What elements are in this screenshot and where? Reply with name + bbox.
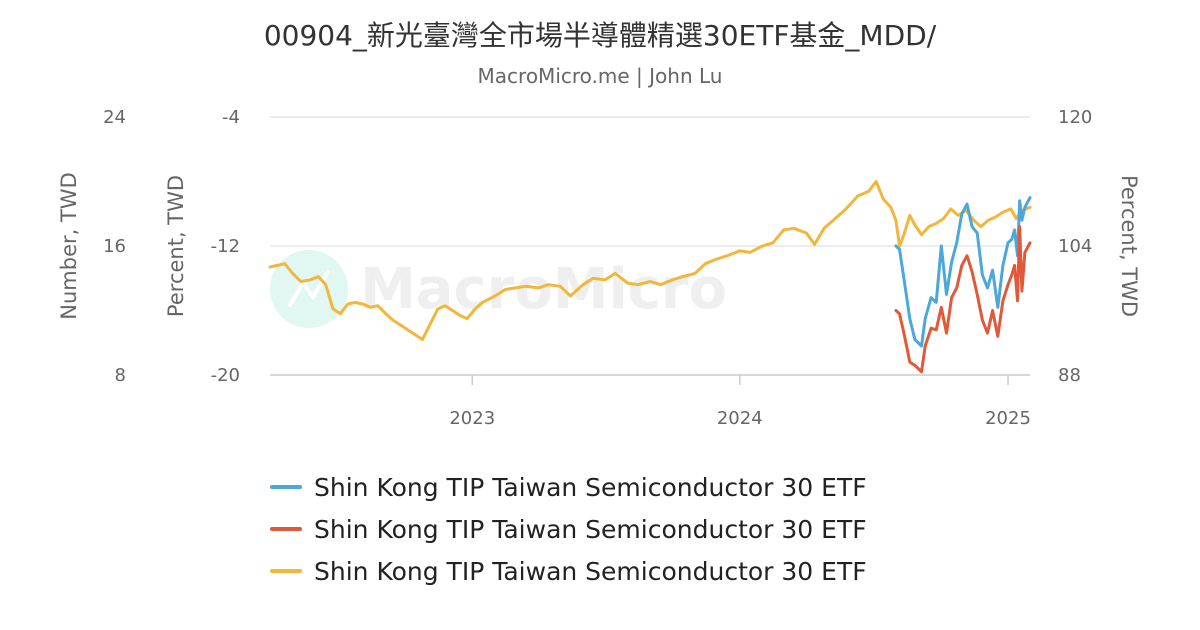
watermark: MacroMicro [270,250,727,328]
left-inner-tick-label: -20 [211,365,240,386]
legend-label: Shin Kong TIP Taiwan Semiconductor 30 ET… [314,556,867,586]
axis-ticks: 24 16 8 -4 -12 -20 120 104 88 2023 2024 2025 [103,107,1092,429]
legend-label: Shin Kong TIP Taiwan Semiconductor 30 ET… [314,472,867,502]
left-inner-tick-label: -12 [211,236,240,257]
right-tick-label: 120 [1058,107,1092,128]
logo-mark-icon [288,270,330,307]
x-tick-label: 2025 [985,408,1031,429]
left-outer-tick-label: 8 [115,365,126,386]
watermark-text: MacroMicro [360,257,727,322]
series-line-1 [894,225,1032,374]
right-tick-label: 88 [1058,365,1081,386]
gridlines [270,116,1030,376]
legend: Shin Kong TIP Taiwan Semiconductor 30 ET… [270,466,867,592]
right-axis-title: Percent, TWD [1117,175,1141,317]
left-inner-tick-label: -4 [222,107,240,128]
legend-item[interactable]: Shin Kong TIP Taiwan Semiconductor 30 ET… [270,550,867,592]
chart-title: 00904_新光臺灣全市場半導體精選30ETF基金_MDD/ [263,19,937,52]
x-tick-label: 2024 [717,408,763,429]
left-outer-tick-label: 24 [103,107,126,128]
chart-subtitle: MacroMicro.me | John Lu [477,64,723,88]
x-tick-label: 2023 [449,408,495,429]
right-tick-label: 104 [1058,236,1092,257]
legend-swatch [270,527,302,531]
legend-swatch [270,569,302,573]
legend-item[interactable]: Shin Kong TIP Taiwan Semiconductor 30 ET… [270,508,867,550]
legend-label: Shin Kong TIP Taiwan Semiconductor 30 ET… [314,514,867,544]
left-outer-tick-label: 16 [103,236,126,257]
legend-swatch [270,485,302,489]
series-line-2 [268,180,1032,341]
series-lines [268,180,1032,374]
series-line-0 [894,196,1032,348]
left-inner-axis-title: Percent, TWD [164,175,188,317]
left-outer-axis-title: Number, TWD [57,172,81,319]
legend-item[interactable]: Shin Kong TIP Taiwan Semiconductor 30 ET… [270,466,867,508]
